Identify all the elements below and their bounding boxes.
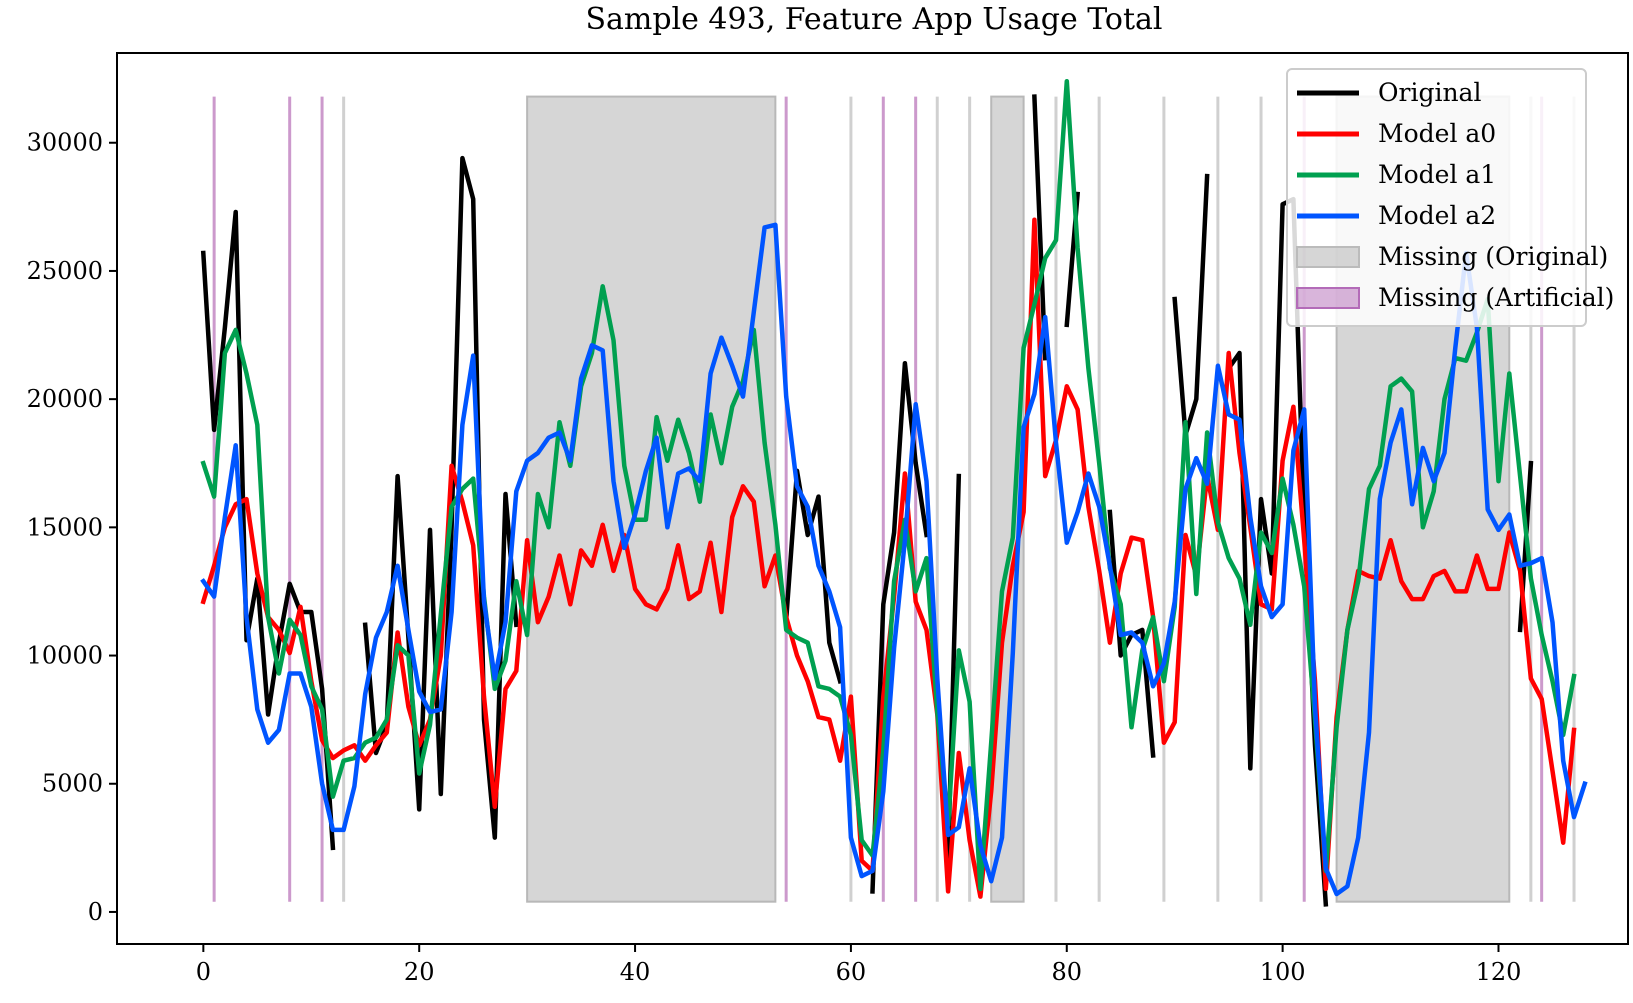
y-axis: 0 5000 10000 15000 20000 25000 30000	[27, 129, 117, 926]
x-tick-label: 100	[1260, 958, 1306, 986]
chart-title: Sample 493, Feature App Usage Total	[585, 2, 1162, 37]
legend: Original Model a0 Model a1 Model a2 Missing …	[1286, 68, 1614, 327]
legend-label: Original	[1378, 78, 1481, 107]
y-tick-label: 15000	[27, 513, 103, 541]
series-line-model-a2	[200, 222, 1588, 897]
x-axis: 0 20 40 60 80 100 120	[196, 944, 1522, 986]
x-tick-label: 40	[620, 958, 651, 986]
y-tick-label: 5000	[42, 770, 103, 798]
legend-swatch-patch	[1296, 246, 1360, 268]
missing-original-span	[526, 95, 777, 903]
legend-label: Missing (Artificial)	[1378, 283, 1614, 312]
series-layer	[200, 78, 1588, 904]
y-tick-label: 25000	[27, 257, 103, 285]
legend-label: Model a2	[1378, 201, 1496, 230]
y-tick-label: 20000	[27, 385, 103, 413]
legend-label: Missing (Original)	[1378, 242, 1608, 271]
x-tick-label: 120	[1476, 958, 1522, 986]
plot-frame	[116, 52, 1629, 945]
legend-label: Model a0	[1378, 119, 1496, 148]
legend-swatch-patch	[1296, 287, 1360, 309]
y-tick-label: 0	[88, 898, 103, 926]
x-tick-label: 0	[196, 958, 211, 986]
x-tick-label: 20	[404, 958, 435, 986]
legend-label: Model a1	[1378, 160, 1496, 189]
legend-box	[1286, 68, 1587, 327]
x-tick-label: 80	[1051, 958, 1082, 986]
y-tick-label: 30000	[27, 129, 103, 157]
series-line-model-a1	[200, 78, 1577, 892]
y-tick-label: 10000	[27, 642, 103, 670]
x-tick-label: 60	[836, 958, 867, 986]
